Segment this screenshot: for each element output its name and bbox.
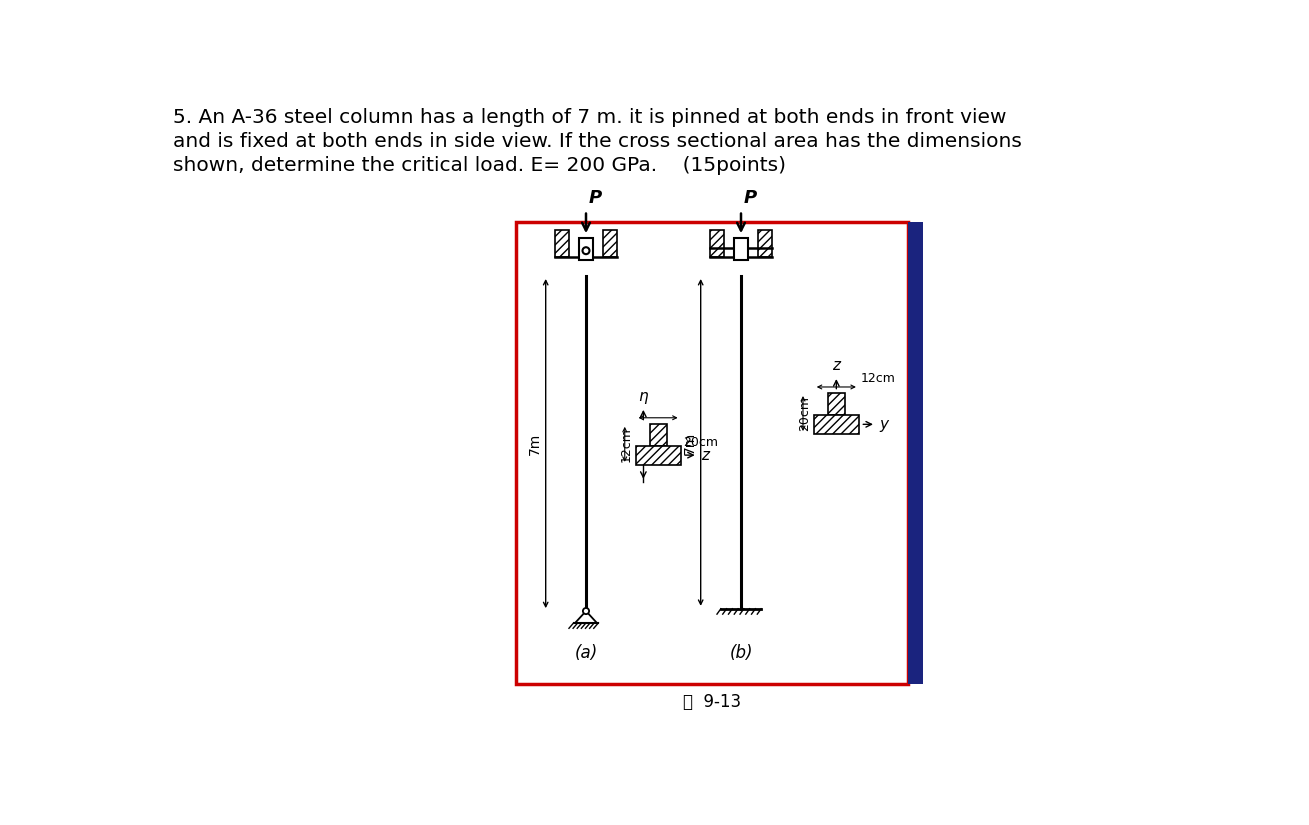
Bar (649, 424, 666, 446)
Text: y: y (878, 417, 888, 431)
Text: 图  9-13: 图 9-13 (683, 694, 741, 711)
Text: 5. An A-36 steel column has a length of 7 m. it is pinned at both ends in front : 5. An A-36 steel column has a length of … (173, 108, 1007, 127)
Bar (555, 230, 569, 257)
Text: z: z (700, 448, 708, 463)
Text: 12cm: 12cm (861, 372, 895, 385)
Bar (579, 238, 593, 260)
Text: P: P (744, 189, 758, 207)
Bar (907, 222, 923, 684)
Text: (a): (a) (575, 644, 598, 662)
Bar (734, 238, 747, 260)
Bar (814, 415, 859, 434)
Circle shape (583, 248, 589, 254)
Text: 20cm: 20cm (797, 396, 810, 431)
Text: (b): (b) (729, 644, 753, 662)
Bar (516, 222, 907, 684)
Text: 20cm: 20cm (683, 436, 717, 449)
Bar (603, 230, 617, 257)
Text: 7m: 7m (683, 431, 696, 454)
Text: z: z (833, 358, 840, 373)
Text: 7m: 7m (528, 432, 542, 455)
Bar (827, 394, 844, 415)
Text: and is fixed at both ends in side view. If the cross sectional area has the dime: and is fixed at both ends in side view. … (173, 132, 1022, 151)
Polygon shape (575, 611, 597, 623)
Bar (709, 230, 724, 257)
Text: shown, determine the critical load. E= 200 GPa.    (15points): shown, determine the critical load. E= 2… (173, 156, 785, 175)
Text: P: P (589, 189, 602, 207)
Text: η: η (639, 389, 648, 404)
Circle shape (583, 608, 589, 614)
Bar (758, 230, 772, 257)
Text: 12cm: 12cm (619, 427, 632, 462)
Bar (636, 446, 681, 464)
